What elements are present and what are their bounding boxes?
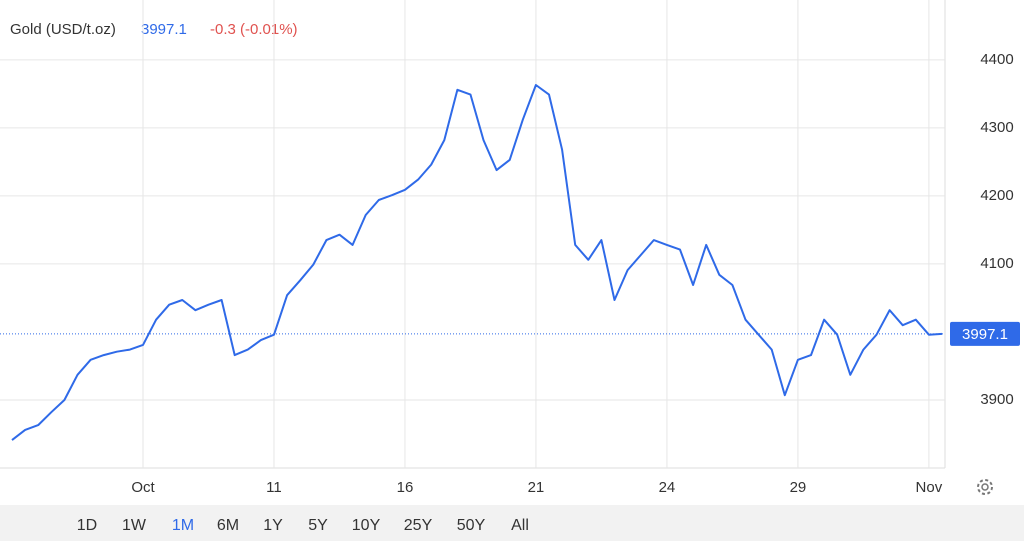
y-tick-label: 3900 xyxy=(980,391,1013,408)
range-button[interactable]: 50Y xyxy=(457,517,486,534)
x-tick-label: 24 xyxy=(659,479,676,496)
x-tick-label: 16 xyxy=(397,479,414,496)
range-button[interactable]: 10Y xyxy=(352,517,381,534)
chart-title: Gold (USD/t.oz) xyxy=(10,21,116,38)
chart: Gold (USD/t.oz) 3997.1 -0.3 (-0.01%) 390… xyxy=(0,0,1020,496)
last-price-badge-label: 3997.1 xyxy=(962,326,1008,343)
x-tick-label: Nov xyxy=(916,479,943,496)
y-tick-label: 4300 xyxy=(980,119,1013,136)
x-tick-label: 21 xyxy=(528,479,545,496)
price-line xyxy=(11,84,943,441)
range-button[interactable]: 1Y xyxy=(263,517,283,534)
last-price-label: 3997.1 xyxy=(141,21,187,38)
y-tick-label: 4100 xyxy=(980,255,1013,272)
range-button[interactable]: 1D xyxy=(77,517,97,534)
y-tick-label: 4400 xyxy=(980,51,1013,68)
settings-icon[interactable] xyxy=(977,479,993,495)
range-button[interactable]: 1W xyxy=(122,517,147,534)
range-bar xyxy=(0,505,1024,541)
range-button[interactable]: All xyxy=(511,517,529,534)
range-buttons: 1D 1W 1M 6M 1Y 5Y 10Y 25Y 50Y All xyxy=(77,517,529,534)
range-button[interactable]: 5Y xyxy=(308,517,328,534)
range-button[interactable]: 1M xyxy=(172,517,194,534)
last-price-badge xyxy=(950,321,1020,346)
x-tick-label: 11 xyxy=(266,479,282,496)
range-button[interactable]: 6M xyxy=(217,517,239,534)
range-button[interactable]: 25Y xyxy=(404,517,433,534)
x-tick-label: Oct xyxy=(131,479,155,496)
x-tick-label: 29 xyxy=(790,479,807,496)
change-label: -0.3 (-0.01%) xyxy=(210,21,298,38)
y-tick-label: 4200 xyxy=(980,187,1013,204)
